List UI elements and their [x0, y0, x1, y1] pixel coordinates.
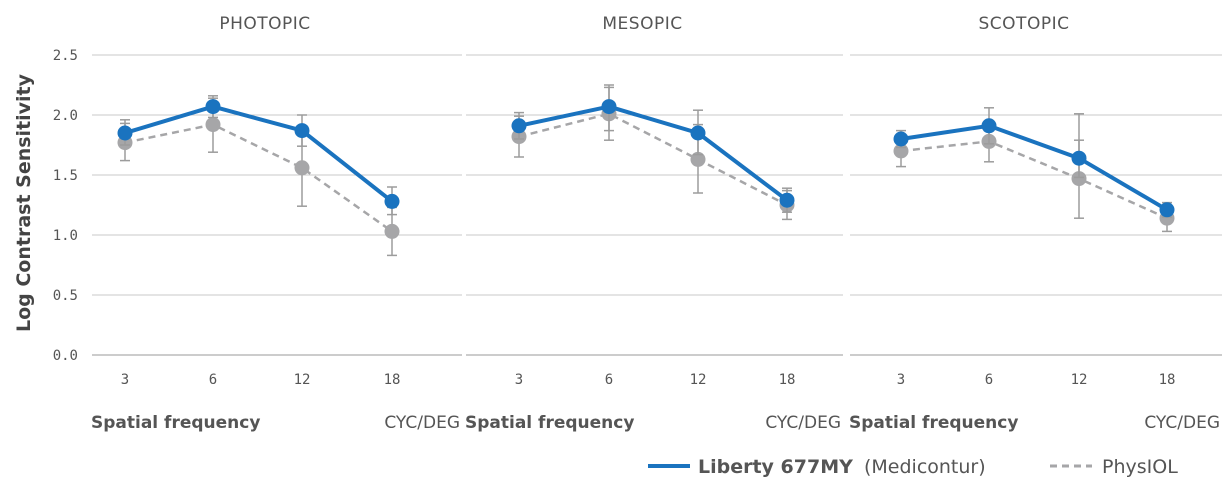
data-point: [205, 99, 221, 115]
data-point: [690, 151, 706, 167]
panel-title: PHOTOPIC: [219, 14, 310, 34]
x-axis-label: Spatial frequency: [465, 413, 634, 433]
x-tick-label: 18: [1159, 372, 1176, 388]
data-point: [294, 160, 310, 176]
panel-mesopic: MESOPIC 3 6 12 18 Spatial frequency CYC/DEG: [465, 14, 843, 433]
panel-photopic: PHOTOPIC 3 6 12 18 Spatial frequency CYC/DEG: [91, 14, 462, 433]
y-tick-label: 2.5: [53, 48, 78, 64]
x-axis-label: Spatial frequency: [91, 413, 260, 433]
x-tick-label: 3: [897, 372, 905, 388]
data-point: [1159, 202, 1175, 218]
x-axis-unit: CYC/DEG: [765, 413, 841, 433]
series-liberty-line: [518, 104, 789, 202]
data-point: [601, 99, 617, 115]
y-tick-label: 0.5: [53, 288, 78, 304]
x-axis-label: Spatial frequency: [849, 413, 1018, 433]
data-point: [893, 131, 909, 147]
panel-scotopic: SCOTOPIC 3 6 12 18 Spatial frequency CYC/DEG: [849, 14, 1222, 433]
legend-physiol-label: PhysIOL: [1102, 456, 1178, 478]
x-tick-label: 12: [294, 372, 311, 388]
data-point: [690, 125, 706, 141]
data-point: [205, 117, 221, 133]
series-liberty: [893, 107, 1175, 218]
data-point: [384, 223, 400, 239]
x-tick-label: 18: [384, 372, 401, 388]
legend: Liberty 677MY (Medicontur) PhysIOL: [648, 456, 1178, 478]
y-tick-label: 1.0: [53, 228, 78, 244]
data-point: [294, 123, 310, 139]
y-tick-label: 0.0: [53, 348, 78, 364]
panel-title: MESOPIC: [602, 14, 682, 34]
panel-title: SCOTOPIC: [979, 14, 1070, 34]
legend-liberty-maker: (Medicontur): [864, 456, 986, 478]
y-axis-label: Log Contrast Sensitivity: [13, 73, 35, 332]
data-point: [1071, 150, 1087, 166]
x-tick-label: 12: [690, 372, 707, 388]
series-physiol-line: [900, 140, 1168, 220]
series-physiol-line: [518, 112, 788, 207]
series-liberty: [117, 95, 400, 216]
data-point: [779, 192, 795, 208]
x-tick-label: 18: [779, 372, 796, 388]
data-point: [1071, 171, 1087, 187]
x-tick-label: 6: [605, 372, 613, 388]
y-axis-label-group: Log Contrast Sensitivity: [13, 73, 35, 332]
series-physiol-line: [124, 123, 393, 233]
series-liberty: [511, 84, 795, 213]
data-point: [117, 125, 133, 141]
y-tick-label: 1.5: [53, 168, 78, 184]
x-tick-label: 12: [1071, 372, 1088, 388]
x-tick-label: 3: [515, 372, 523, 388]
series-physiol: [511, 86, 795, 221]
x-tick-label: 6: [985, 372, 993, 388]
gridlines: [466, 54, 843, 356]
legend-liberty-name: Liberty 677MY: [698, 456, 853, 478]
x-axis-unit: CYC/DEG: [1144, 413, 1220, 433]
series-physiol: [893, 113, 1175, 233]
data-point: [981, 118, 997, 134]
data-point: [511, 118, 527, 134]
series-liberty-line: [900, 123, 1169, 212]
data-point: [384, 193, 400, 209]
x-axis-unit: CYC/DEG: [384, 413, 460, 433]
series-liberty-line: [124, 104, 394, 203]
x-tick-label: 3: [121, 372, 129, 388]
gridlines: [92, 54, 462, 356]
legend-liberty-label: Liberty 677MY (Medicontur): [698, 456, 986, 478]
y-tick-label: 2.0: [53, 108, 78, 124]
x-tick-label: 6: [209, 372, 217, 388]
y-tick-labels: 0.0 0.5 1.0 1.5 2.0 2.5: [53, 48, 78, 364]
gridlines: [850, 54, 1222, 356]
